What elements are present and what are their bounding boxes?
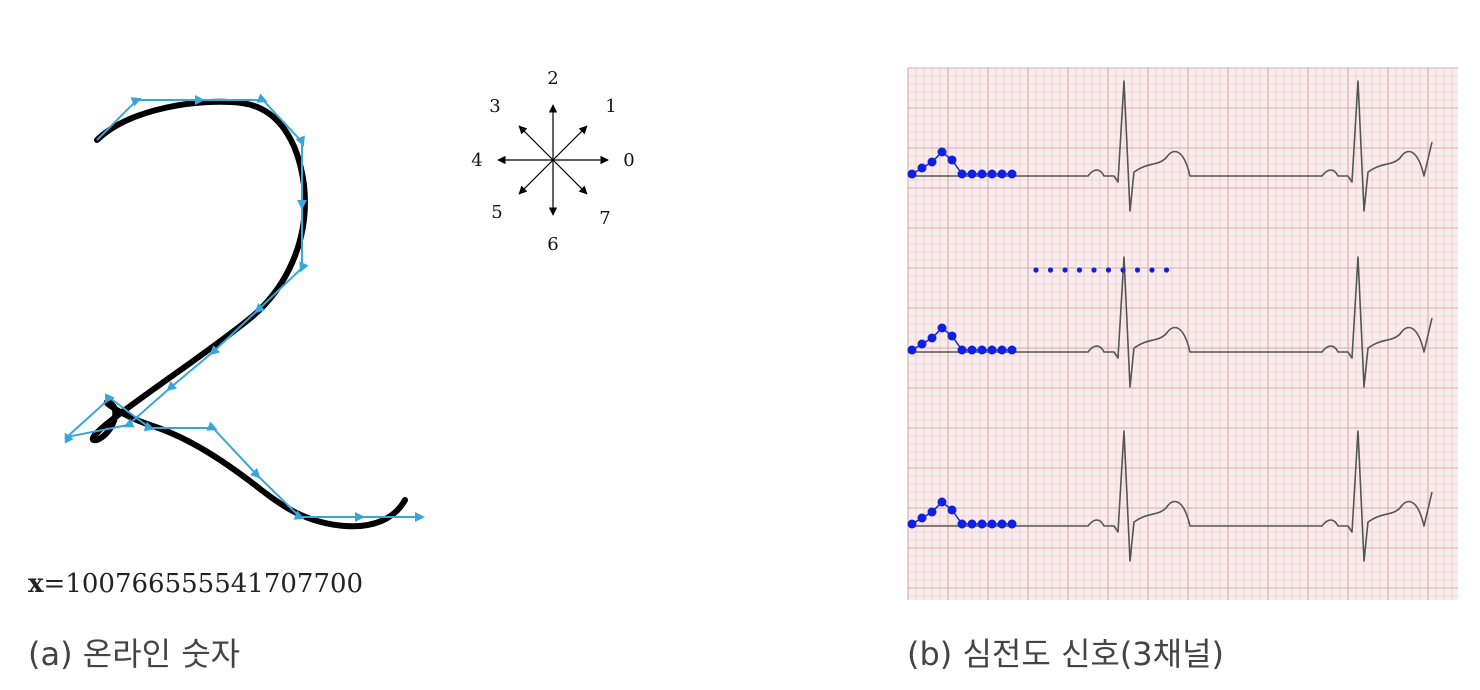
marker-point <box>987 169 997 179</box>
direction-arrow-3 <box>518 125 554 161</box>
marker-point <box>967 345 977 355</box>
marker-point <box>987 519 997 529</box>
direction-arrow-1 <box>552 125 588 161</box>
direction-label-6: 6 <box>547 234 558 255</box>
marker-dot <box>1033 267 1039 273</box>
marker-point <box>947 331 957 341</box>
chain-code-vectors <box>63 93 425 522</box>
marker-point <box>917 513 927 523</box>
marker-point <box>927 157 937 167</box>
marker-point <box>957 519 967 529</box>
panel-b: (b) 심전도 신호(3채널) <box>907 67 1458 673</box>
marker-dot <box>1134 267 1141 273</box>
ecg-channel-2 <box>908 256 1433 388</box>
marker-point <box>927 507 937 517</box>
ecg-channel-3 <box>908 430 1433 562</box>
caption-b: (b) 심전도 신호(3채널) <box>907 635 1224 673</box>
marker-point <box>917 339 927 349</box>
digit-stroke <box>89 98 408 530</box>
marker-dot <box>1163 267 1170 273</box>
direction-arrow-7 <box>552 159 588 195</box>
marker-point <box>987 345 997 355</box>
marker-dot <box>1076 267 1083 273</box>
marker-point <box>947 155 957 165</box>
marker-point <box>1007 345 1017 355</box>
direction-label-1: 1 <box>605 96 616 117</box>
direction-arrow-5 <box>518 159 554 195</box>
marker-point <box>1007 169 1017 179</box>
ecg-signals <box>908 80 1433 562</box>
marker-point <box>977 169 987 179</box>
marker-dot <box>1149 267 1155 273</box>
direction-compass: 0 1 2 3 4 5 6 7 <box>471 68 634 255</box>
marker-dot <box>1062 267 1068 273</box>
direction-label-4: 4 <box>471 150 482 171</box>
marker-point <box>917 163 927 173</box>
marker-point <box>977 345 987 355</box>
direction-label-7: 7 <box>599 208 610 229</box>
marker-point <box>957 169 967 179</box>
marker-point <box>997 519 1007 529</box>
marker-point <box>907 519 917 529</box>
panel-a: x=100766555541707700 (a) 온라인 숫자 <box>28 93 425 673</box>
marker-point <box>967 519 977 529</box>
ecg-markers <box>907 147 1170 529</box>
marker-dot <box>1120 267 1126 273</box>
chain-code-label: x=100766555541707700 <box>28 569 363 599</box>
marker-point <box>967 169 977 179</box>
marker-dot <box>1047 267 1054 273</box>
marker-point <box>957 345 967 355</box>
marker-point <box>977 519 987 529</box>
marker-point <box>907 345 917 355</box>
direction-label-3: 3 <box>489 96 500 117</box>
marker-point <box>997 345 1007 355</box>
marker-point <box>1007 519 1017 529</box>
caption-a: (a) 온라인 숫자 <box>28 635 240 673</box>
marker-point <box>907 169 917 179</box>
marker-dot <box>1105 267 1112 273</box>
ecg-channel-1 <box>908 80 1433 212</box>
marker-dot <box>1091 267 1097 273</box>
marker-point <box>937 497 947 507</box>
marker-point <box>927 333 937 343</box>
marker-point <box>947 505 957 515</box>
marker-point <box>937 147 947 157</box>
direction-label-5: 5 <box>491 202 502 223</box>
direction-label-0: 0 <box>623 150 634 171</box>
direction-label-2: 2 <box>547 68 558 89</box>
marker-point <box>937 323 947 333</box>
marker-point <box>997 169 1007 179</box>
